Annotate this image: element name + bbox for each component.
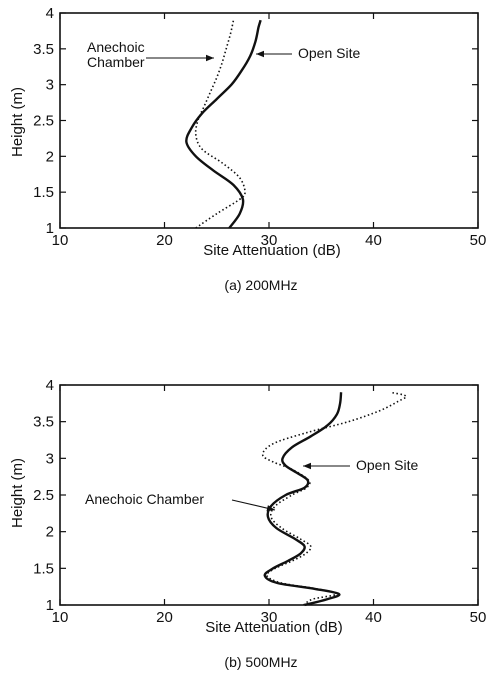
y-tick-label: 1.5	[33, 184, 54, 201]
annotation-label: Anechoic Chamber	[85, 491, 204, 507]
series-line-open-site	[185, 19, 262, 229]
x-tick-label: 40	[365, 232, 382, 249]
x-tick-label: 30	[261, 232, 278, 249]
series	[261, 391, 407, 607]
annotations: Anechoic Chamber Open Site	[85, 457, 418, 512]
chart-caption: (a) 200MHz	[224, 277, 297, 293]
annotation-label: Open Site	[356, 457, 418, 473]
annotation: Anechoic Chamber	[85, 491, 276, 512]
x-tick-label: 50	[470, 232, 487, 249]
y-tick-label: 3.5	[33, 414, 54, 431]
annotation: Open Site	[256, 45, 360, 61]
x-axis-label: Site Attenuation (dB)	[203, 242, 341, 259]
y-tick-label: 3	[46, 450, 54, 467]
x-tick-label: 40	[365, 609, 382, 626]
series	[185, 19, 262, 229]
annotation-label: Anechoic	[87, 39, 145, 55]
series-line-open-site	[263, 392, 343, 607]
y-tick-label: 4	[46, 377, 54, 394]
y-tick-label: 1.5	[33, 560, 54, 577]
series-line-anechoic-chamber	[261, 391, 407, 606]
series-line-anechoic-chamber	[194, 20, 246, 229]
chart-500mhz: 10 20 30 40 50 1 1.5 2 2.5 3 3.5 4 Anechoic Chamber…	[9, 377, 486, 670]
y-tick-label: 3	[46, 77, 54, 94]
annotation-arrowhead	[303, 462, 311, 470]
y-tick-label: 2.5	[33, 487, 54, 504]
x-tick-label: 30	[261, 609, 278, 626]
chart-caption: (b) 500MHz	[224, 654, 297, 670]
axes: 10 20 30 40 50 1 1.5 2 2.5 3 3.5 4	[33, 377, 486, 626]
x-tick-label: 50	[470, 609, 487, 626]
y-tick-label: 1	[46, 220, 54, 237]
x-tick-label: 10	[52, 609, 69, 626]
y-axis-label: Height (m)	[9, 458, 26, 528]
y-tick-label: 3.5	[33, 41, 54, 58]
y-tick-label: 2	[46, 148, 54, 165]
annotation-label: Open Site	[298, 45, 360, 61]
x-tick-label: 20	[156, 609, 173, 626]
annotation-arrowhead	[266, 505, 275, 512]
y-tick-label: 1	[46, 597, 54, 614]
y-tick-label: 2.5	[33, 113, 54, 130]
y-axis-label: Height (m)	[9, 87, 26, 157]
x-axis-label: Site Attenuation (dB)	[205, 619, 343, 636]
annotation: Open Site	[303, 457, 418, 473]
x-tick-label: 20	[156, 232, 173, 249]
y-tick-label: 2	[46, 524, 54, 541]
annotation-label: Chamber	[87, 54, 145, 70]
annotation-arrowhead	[206, 54, 214, 62]
annotation-arrowhead	[256, 50, 264, 58]
x-tick-label: 10	[52, 232, 69, 249]
axes: 10 20 30 40 50 1 1.5 2 2.5 3 3.5 4	[33, 5, 486, 249]
y-tick-label: 4	[46, 5, 54, 22]
